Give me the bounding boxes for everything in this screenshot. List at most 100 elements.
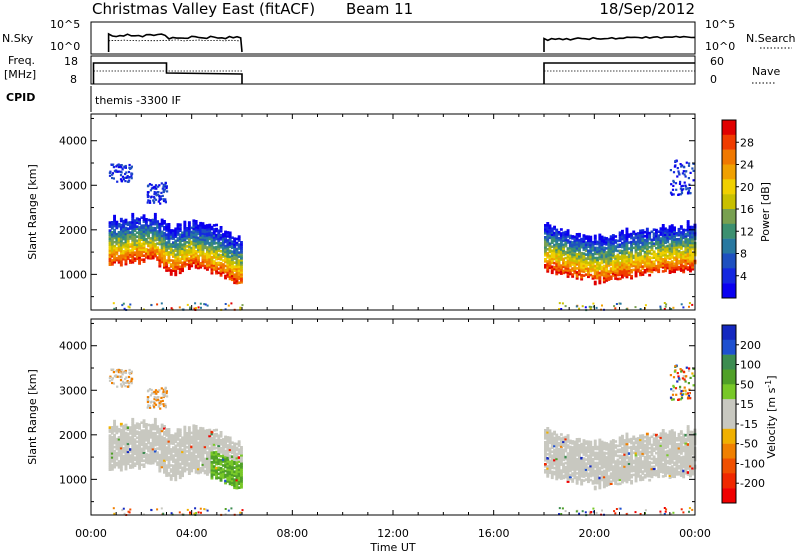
power-cell	[158, 264, 162, 268]
velocity-cell	[559, 459, 563, 462]
velocity-cell	[562, 452, 565, 456]
power-cell	[659, 231, 663, 234]
power-cell	[108, 245, 112, 248]
velocity-cell	[564, 471, 568, 475]
power-cell	[670, 236, 674, 239]
power-cell	[169, 263, 173, 266]
power-cell	[206, 246, 209, 249]
velocity-cell	[623, 439, 627, 442]
velocity-cell	[131, 440, 135, 443]
power-cell	[217, 261, 221, 265]
power-cell	[156, 236, 160, 239]
power-cell	[115, 226, 119, 230]
power-cell	[666, 240, 670, 244]
power-cell	[611, 236, 615, 239]
velocity-cell	[609, 460, 613, 463]
velocity-cell	[197, 441, 200, 445]
velocity-cell	[122, 446, 126, 450]
power-cell	[648, 257, 652, 261]
power-cell	[219, 268, 223, 271]
power-cell	[601, 304, 603, 307]
power-cell	[138, 234, 141, 237]
power-cell	[673, 244, 676, 248]
velocity-cell	[641, 470, 645, 473]
velocity-cell	[151, 455, 155, 459]
velocity-cell	[147, 441, 150, 445]
velocity-cell	[550, 460, 554, 463]
velocity-cell	[233, 478, 237, 481]
velocity-cell	[181, 460, 184, 464]
velocity-cell	[124, 431, 128, 435]
velocity-cell	[636, 449, 640, 452]
velocity-cell	[138, 435, 141, 438]
velocity-cell	[650, 449, 654, 453]
power-cell	[692, 179, 695, 182]
velocity-cell	[149, 426, 153, 429]
velocity-cell	[639, 474, 642, 478]
power-cell	[117, 245, 121, 248]
velocity-cell	[645, 444, 649, 448]
power-cell	[119, 237, 123, 241]
power-cell	[235, 275, 239, 279]
power-cell	[607, 274, 611, 277]
velocity-cell	[194, 441, 198, 444]
velocity-cell	[117, 462, 121, 465]
power-cell	[598, 267, 602, 271]
power-cell	[194, 222, 198, 225]
power-cell	[122, 251, 126, 255]
power-cell	[133, 229, 137, 232]
power-cell	[192, 223, 196, 226]
velocity-cell	[138, 463, 141, 466]
velocity-cell	[167, 444, 171, 447]
power-cell	[113, 228, 116, 232]
velocity-cell	[607, 447, 611, 450]
velocity-cell	[215, 452, 218, 456]
power-cell	[149, 245, 153, 248]
power-cell	[210, 255, 214, 259]
velocity-cell	[194, 429, 198, 432]
velocity-cell	[228, 444, 232, 448]
power-cell	[219, 236, 223, 239]
velocity-cell	[158, 455, 162, 459]
power-cell	[162, 185, 165, 188]
power-cell	[559, 254, 563, 257]
velocity-cell	[582, 457, 586, 460]
power-cell	[153, 252, 157, 256]
velocity-cell	[609, 480, 613, 483]
power-cell	[115, 252, 119, 256]
power-cell	[630, 240, 633, 244]
power-cell	[197, 238, 200, 242]
velocity-cell	[607, 459, 611, 462]
power-cell	[117, 170, 121, 173]
power-cell	[675, 159, 678, 162]
velocity-cell	[208, 450, 212, 454]
velocity-cell	[199, 447, 203, 450]
power-cell	[147, 250, 150, 254]
power-cell	[110, 225, 114, 228]
power-cell	[573, 239, 577, 243]
velocity-cell	[600, 474, 604, 478]
velocity-cell	[163, 447, 166, 450]
power-cell	[630, 256, 633, 260]
velocity-cell	[176, 460, 180, 463]
power-cell	[623, 248, 627, 251]
velocity-cell	[208, 434, 212, 438]
velocity-cell	[122, 440, 126, 444]
velocity-cell	[230, 451, 234, 454]
power-cell	[596, 260, 599, 264]
power-cell	[203, 258, 207, 262]
power-cell	[557, 231, 561, 234]
power-cell	[149, 247, 153, 250]
power-cell	[582, 268, 586, 271]
velocity-cell	[119, 448, 123, 452]
power-cell	[113, 254, 116, 258]
power-cell	[568, 248, 572, 252]
power-cell	[219, 244, 223, 247]
power-cell	[686, 266, 690, 269]
nsky-tick-bottom: 10^0	[50, 40, 80, 53]
power-cell	[616, 261, 620, 265]
velocity-cell	[215, 476, 218, 480]
power-cell	[217, 231, 221, 235]
velocity-cell	[593, 461, 597, 465]
velocity-cell	[156, 431, 160, 434]
